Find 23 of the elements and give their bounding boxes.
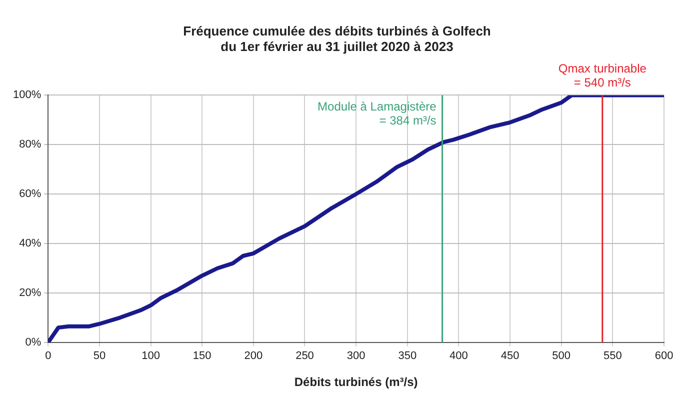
x-tick-label: 350: [398, 350, 417, 362]
x-tick-label: 0: [45, 350, 52, 362]
x-tick-label: 500: [552, 350, 571, 362]
x-tick-label: 600: [654, 350, 674, 362]
x-tick-label: 300: [346, 350, 366, 362]
x-tick-label: 450: [500, 350, 520, 362]
y-tick-label: 100%: [12, 89, 42, 102]
x-tick-label: 200: [244, 350, 263, 362]
y-tick-label: 80%: [19, 138, 42, 151]
x-tick-label: 100: [142, 350, 160, 362]
ref-line-label: Module à Lamagistère = 384 m³/s: [318, 100, 437, 128]
x-tick-label: 550: [604, 350, 622, 362]
x-tick-label: 150: [192, 350, 212, 362]
y-tick-label: 60%: [19, 188, 42, 200]
x-tick-label: 50: [93, 350, 106, 362]
y-tick-label: 40%: [19, 238, 42, 250]
x-axis-title: Débits turbinés (m³/s): [294, 375, 418, 390]
ref-line-label: Qmax turbinable = 540 m³/s: [558, 62, 647, 90]
x-tick-label: 250: [296, 350, 314, 362]
y-tick-label: 20%: [19, 286, 42, 299]
y-tick-label: 0%: [25, 336, 42, 348]
x-tick-label: 400: [450, 350, 468, 362]
chart-title: Fréquence cumulée des débits turbinés à Golfech du 1er février au 31 juillet 2020 à 2023: [183, 23, 491, 54]
